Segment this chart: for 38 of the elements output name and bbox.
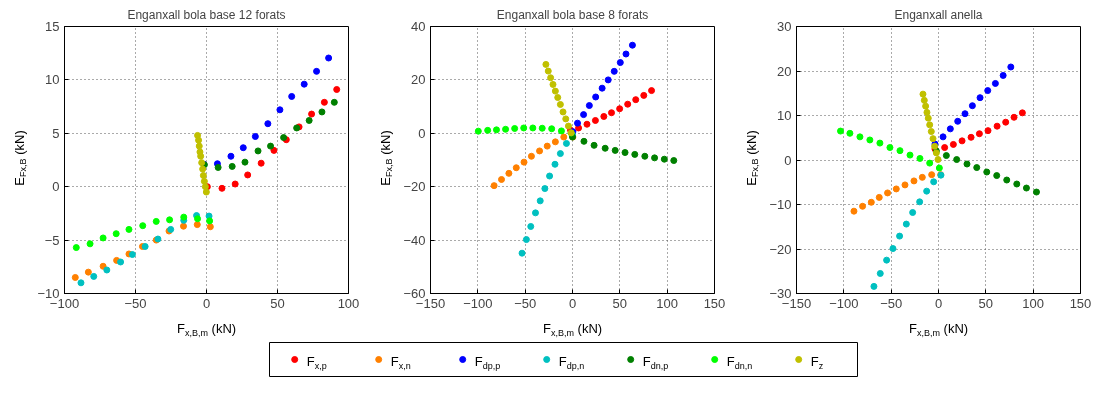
y-tick-label: 0 xyxy=(418,125,426,141)
y-axis-title: EFx,B (kN) xyxy=(377,130,395,186)
x-tick-label: −100 xyxy=(463,295,493,311)
x-tick-label: 0 xyxy=(568,295,577,311)
y-tick-label: −20 xyxy=(769,241,792,257)
x-tick-label: −50 xyxy=(880,295,903,311)
x-tick-label: 100 xyxy=(656,295,679,311)
y-tick-label: 5 xyxy=(52,125,60,141)
chart-title: Enganxall bola base 12 forats xyxy=(127,7,286,22)
y-axis-title: EFx,B (kN) xyxy=(11,130,29,186)
y-tick-label: 15 xyxy=(45,19,60,34)
y-tick-label: −20 xyxy=(403,179,426,195)
x-tick-label: 100 xyxy=(1022,295,1045,311)
x-tick-label: 50 xyxy=(978,295,994,311)
y-tick-label: −10 xyxy=(769,197,792,212)
x-tick-label: −50 xyxy=(514,295,537,311)
x-tick-label: −100 xyxy=(829,295,859,311)
x-tick-label: 100 xyxy=(337,295,360,311)
x-tick-label: 50 xyxy=(612,295,628,311)
chart-title: Enganxall anella xyxy=(894,7,983,22)
y-tick-label: 10 xyxy=(45,72,60,88)
y-tick-label: 20 xyxy=(411,72,426,88)
x-tick-label: 50 xyxy=(270,295,285,311)
y-tick-label: −40 xyxy=(403,232,426,248)
x-tick-label: 150 xyxy=(703,295,726,311)
y-tick-label: 0 xyxy=(52,179,60,195)
y-axis-title: EFx,B (kN) xyxy=(743,130,761,186)
x-tick-label: 150 xyxy=(1069,295,1092,311)
x-tick-label: 0 xyxy=(202,295,211,311)
y-tick-label: 10 xyxy=(777,108,792,123)
x-tick-label: 0 xyxy=(934,295,943,311)
y-tick-label: 30 xyxy=(777,19,792,34)
y-tick-label: 40 xyxy=(411,19,426,34)
y-tick-label: −5 xyxy=(44,232,60,248)
y-tick-label: 20 xyxy=(777,63,792,79)
chart-title: Enganxall bola base 8 forats xyxy=(496,7,649,22)
x-tick-label: −50 xyxy=(124,295,147,311)
y-tick-label: 0 xyxy=(784,152,792,168)
